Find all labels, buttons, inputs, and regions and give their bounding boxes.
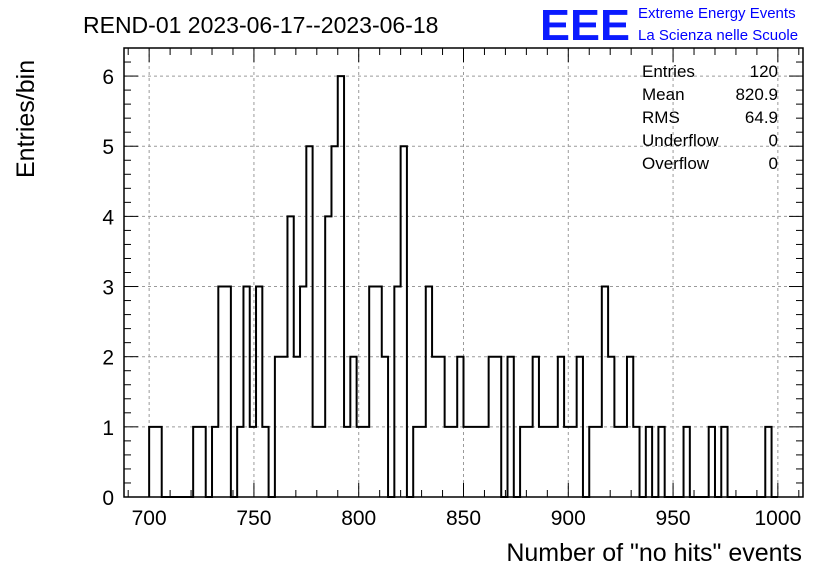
x-tick-label: 800 bbox=[341, 507, 376, 530]
y-tick-label: 5 bbox=[102, 136, 114, 159]
y-tick-label: 3 bbox=[102, 277, 114, 300]
stats-label: Underflow bbox=[642, 131, 719, 150]
stats-value: 0 bbox=[769, 131, 778, 150]
x-tick-label: 750 bbox=[236, 507, 271, 530]
stats-label: Overflow bbox=[642, 154, 710, 173]
stats-value: 820.9 bbox=[735, 85, 778, 104]
y-tick-label: 1 bbox=[102, 417, 114, 440]
y-axis: 0 1 2 3 4 5 6 bbox=[102, 47, 803, 510]
stats-value: 0 bbox=[769, 154, 778, 173]
x-tick-label: 1000 bbox=[754, 507, 801, 530]
x-tick-label: 900 bbox=[551, 507, 586, 530]
x-tick-label: 700 bbox=[132, 507, 167, 530]
stats-label: Mean bbox=[642, 85, 685, 104]
stats-box: Entries 120 Mean 820.9 RMS 64.9 Underflow 0 Over… bbox=[642, 62, 778, 173]
y-tick-label: 4 bbox=[102, 206, 114, 229]
chart-title: REND-01 2023-06-17--2023-06-18 bbox=[83, 12, 438, 38]
stats-label: Entries bbox=[642, 62, 695, 81]
histogram-line bbox=[148, 75, 778, 498]
x-axis: 700 750 800 850 900 950 1000 bbox=[127, 48, 801, 530]
x-tick-label: 850 bbox=[446, 507, 481, 530]
logo-line-1: Extreme Energy Events bbox=[638, 5, 796, 22]
y-tick-label: 6 bbox=[102, 66, 114, 89]
eee-logo: EEE Extreme Energy Events La Scienza nel… bbox=[540, 1, 798, 50]
y-tick-label: 2 bbox=[102, 347, 114, 370]
stats-value: 120 bbox=[750, 62, 778, 81]
y-axis-title: Entries/bin bbox=[12, 60, 40, 178]
stats-label: RMS bbox=[642, 108, 680, 127]
grid bbox=[124, 48, 803, 497]
eee-logo-mark: EEE bbox=[540, 1, 630, 50]
x-tick-label: 950 bbox=[656, 507, 691, 530]
logo-line-2: La Scienza nelle Scuole bbox=[638, 27, 798, 44]
x-axis-title: Number of "no hits" events bbox=[506, 539, 802, 567]
stats-value: 64.9 bbox=[745, 108, 778, 127]
y-tick-label: 0 bbox=[102, 487, 114, 510]
